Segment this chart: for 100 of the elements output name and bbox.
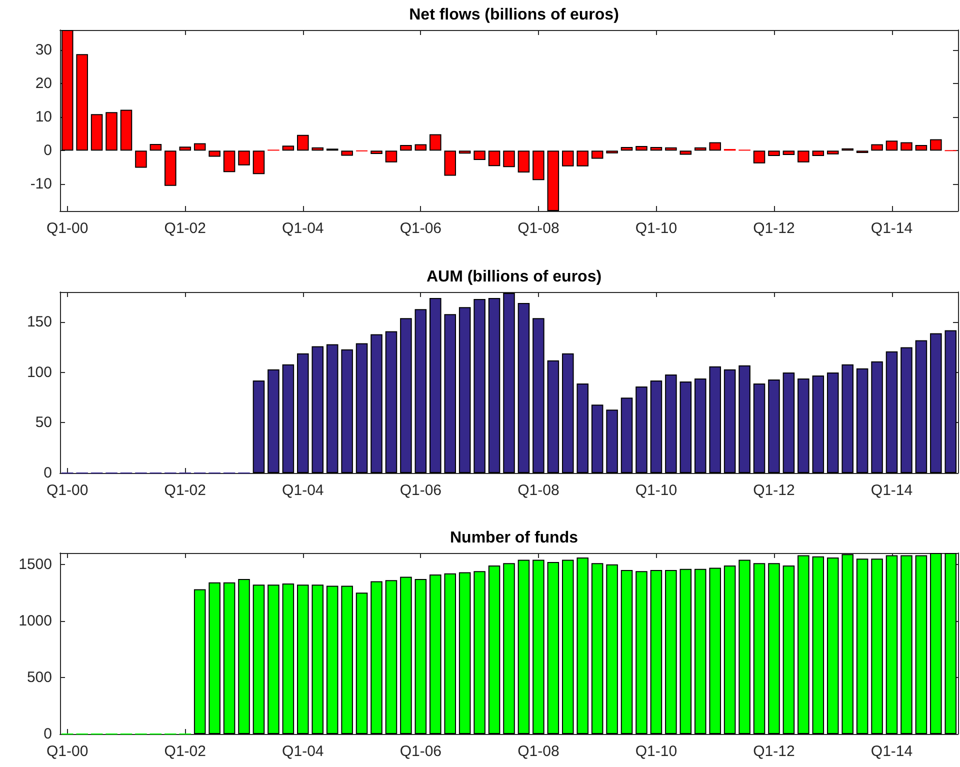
x-tick-label: Q1-12 <box>753 220 795 237</box>
x-tick-label: Q1-10 <box>635 482 678 499</box>
bar <box>547 150 560 211</box>
x-tick-label: Q1-04 <box>282 482 324 499</box>
bar <box>562 150 574 166</box>
bar <box>812 150 824 156</box>
bar <box>620 398 633 473</box>
x-tick-label: Q1-08 <box>518 743 560 760</box>
bar <box>620 146 633 151</box>
bar <box>312 147 324 151</box>
bar <box>694 568 706 734</box>
bar <box>414 144 427 151</box>
bar <box>576 558 588 734</box>
x-tick-label: Q1-06 <box>400 743 442 760</box>
x-tick-label: Q1-12 <box>753 743 795 760</box>
bar <box>61 30 74 151</box>
bar <box>238 579 250 734</box>
x-tick-label: Q1-06 <box>400 482 442 499</box>
y-tick-label: 100 <box>26 364 52 381</box>
x-tick-label: Q1-04 <box>282 743 324 760</box>
bar <box>341 150 353 156</box>
x-tick-label: Q1-00 <box>46 220 88 237</box>
y-tick-label: 150 <box>26 314 52 331</box>
bar <box>915 555 928 734</box>
bar <box>356 343 368 473</box>
x-tick-label: Q1-14 <box>870 220 913 237</box>
bar <box>724 369 736 473</box>
bar <box>753 384 766 473</box>
bar <box>341 349 353 473</box>
bar <box>194 143 206 151</box>
bar <box>738 365 750 473</box>
bar <box>709 366 721 473</box>
bar <box>856 558 868 734</box>
bar <box>282 146 294 151</box>
bar <box>591 150 604 159</box>
bar <box>76 54 88 151</box>
x-tick-label: Q1-10 <box>635 743 678 760</box>
y-tick-label: 0 <box>44 464 52 482</box>
bar <box>532 560 544 734</box>
bar <box>532 318 544 473</box>
bar <box>120 110 132 151</box>
bar <box>356 592 368 734</box>
bar <box>900 555 912 734</box>
bar <box>886 555 898 734</box>
bar <box>576 150 588 166</box>
bar <box>223 582 236 734</box>
bar <box>208 582 220 734</box>
bar <box>650 380 662 473</box>
bar <box>768 563 780 734</box>
bar <box>562 353 574 473</box>
bar <box>826 558 839 734</box>
bar <box>223 150 236 172</box>
x-tick-label: Q1-14 <box>870 482 913 499</box>
bar <box>650 570 662 734</box>
bar <box>474 571 486 734</box>
bar <box>179 146 192 151</box>
bar <box>753 563 766 734</box>
bar <box>826 150 839 154</box>
bar <box>798 378 810 473</box>
bar <box>724 565 736 734</box>
bar <box>106 112 118 151</box>
bar <box>576 384 588 473</box>
bar <box>312 346 324 473</box>
bar <box>900 142 912 151</box>
bar <box>636 386 648 473</box>
bar <box>886 351 898 473</box>
bar <box>135 150 147 168</box>
x-tick-label: Q1-04 <box>282 220 324 237</box>
bar <box>370 581 382 734</box>
bar <box>503 150 515 168</box>
bar <box>488 298 500 473</box>
bar <box>488 565 500 734</box>
bar <box>400 318 412 473</box>
bar <box>900 347 912 473</box>
x-tick-label: Q1-08 <box>518 220 560 237</box>
bar <box>871 361 883 473</box>
bar <box>208 150 220 157</box>
bar <box>385 150 398 162</box>
x-tick-label: Q1-12 <box>753 482 795 499</box>
bar <box>798 150 810 162</box>
chart-title: AUM (billions of euros) <box>426 268 602 286</box>
x-tick-label: Q1-10 <box>635 220 678 237</box>
bar <box>798 555 810 734</box>
bar <box>326 586 338 734</box>
bar <box>532 150 544 180</box>
y-tick-label: 10 <box>35 108 52 126</box>
bar <box>400 144 412 151</box>
bar <box>252 380 265 473</box>
bar <box>503 293 515 473</box>
bar <box>297 134 309 151</box>
bar <box>238 150 250 166</box>
y-tick-label: 1000 <box>18 612 52 630</box>
bar <box>194 589 206 734</box>
y-tick-label: 0 <box>44 726 52 742</box>
x-tick-label: Q1-14 <box>870 743 913 760</box>
y-tick-label: 20 <box>35 75 52 92</box>
bar <box>518 303 530 473</box>
bar <box>474 150 486 160</box>
bar <box>164 150 176 186</box>
x-tick-label: Q1-02 <box>164 220 206 237</box>
